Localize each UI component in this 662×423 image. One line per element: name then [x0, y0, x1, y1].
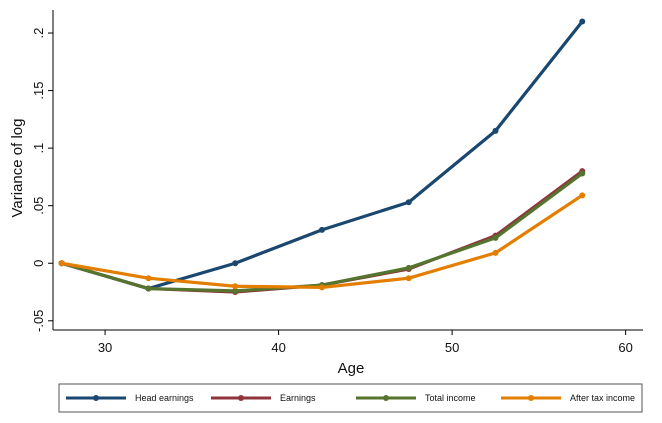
data-point — [318, 226, 325, 233]
data-point — [492, 249, 499, 256]
legend-label: Total income — [425, 393, 476, 403]
data-point — [579, 192, 586, 199]
legend-marker — [238, 395, 244, 401]
data-point — [232, 260, 239, 267]
series-layer — [58, 18, 586, 296]
x-tick-label: 50 — [445, 340, 459, 355]
axes: 30 40 50 60 -.05 0 .05 .1 .15 .2 — [31, 10, 643, 355]
legend-item: Earnings — [211, 393, 316, 403]
y-tick-label: .1 — [31, 143, 46, 154]
x-axis-title: Age — [338, 360, 365, 377]
legend-item: Total income — [356, 393, 476, 403]
legend-item: Head earnings — [66, 393, 194, 403]
y-tick-label: .2 — [31, 28, 46, 39]
legend-label: Earnings — [280, 393, 316, 403]
data-point — [579, 18, 586, 25]
y-tick-label: .05 — [31, 197, 46, 215]
series-after-tax-income — [58, 192, 586, 291]
data-point — [58, 260, 65, 267]
legend-marker — [528, 395, 534, 401]
data-point — [405, 275, 412, 282]
data-point — [232, 287, 239, 294]
data-point — [405, 199, 412, 206]
data-point — [145, 275, 152, 282]
x-tick-label: 60 — [618, 340, 632, 355]
x-tick-label: 40 — [271, 340, 285, 355]
data-point — [232, 283, 239, 290]
legend-marker — [383, 395, 389, 401]
data-point — [405, 264, 412, 271]
legend-item: After tax income — [501, 393, 635, 403]
legend-marker — [93, 395, 99, 401]
x-tick-label: 30 — [98, 340, 112, 355]
legend-label: After tax income — [570, 393, 635, 403]
legend: Head earnings Earnings Total income After t… — [58, 383, 643, 413]
y-axis-title: Variance of log — [9, 119, 26, 218]
data-point — [579, 170, 586, 177]
data-point — [492, 234, 499, 241]
y-tick-label: -.05 — [31, 310, 46, 332]
data-point — [492, 127, 499, 134]
y-tick-label: .15 — [31, 82, 46, 100]
data-point — [318, 284, 325, 291]
y-tick-label: 0 — [31, 260, 46, 267]
data-point — [145, 285, 152, 292]
legend-label: Head earnings — [135, 393, 194, 403]
